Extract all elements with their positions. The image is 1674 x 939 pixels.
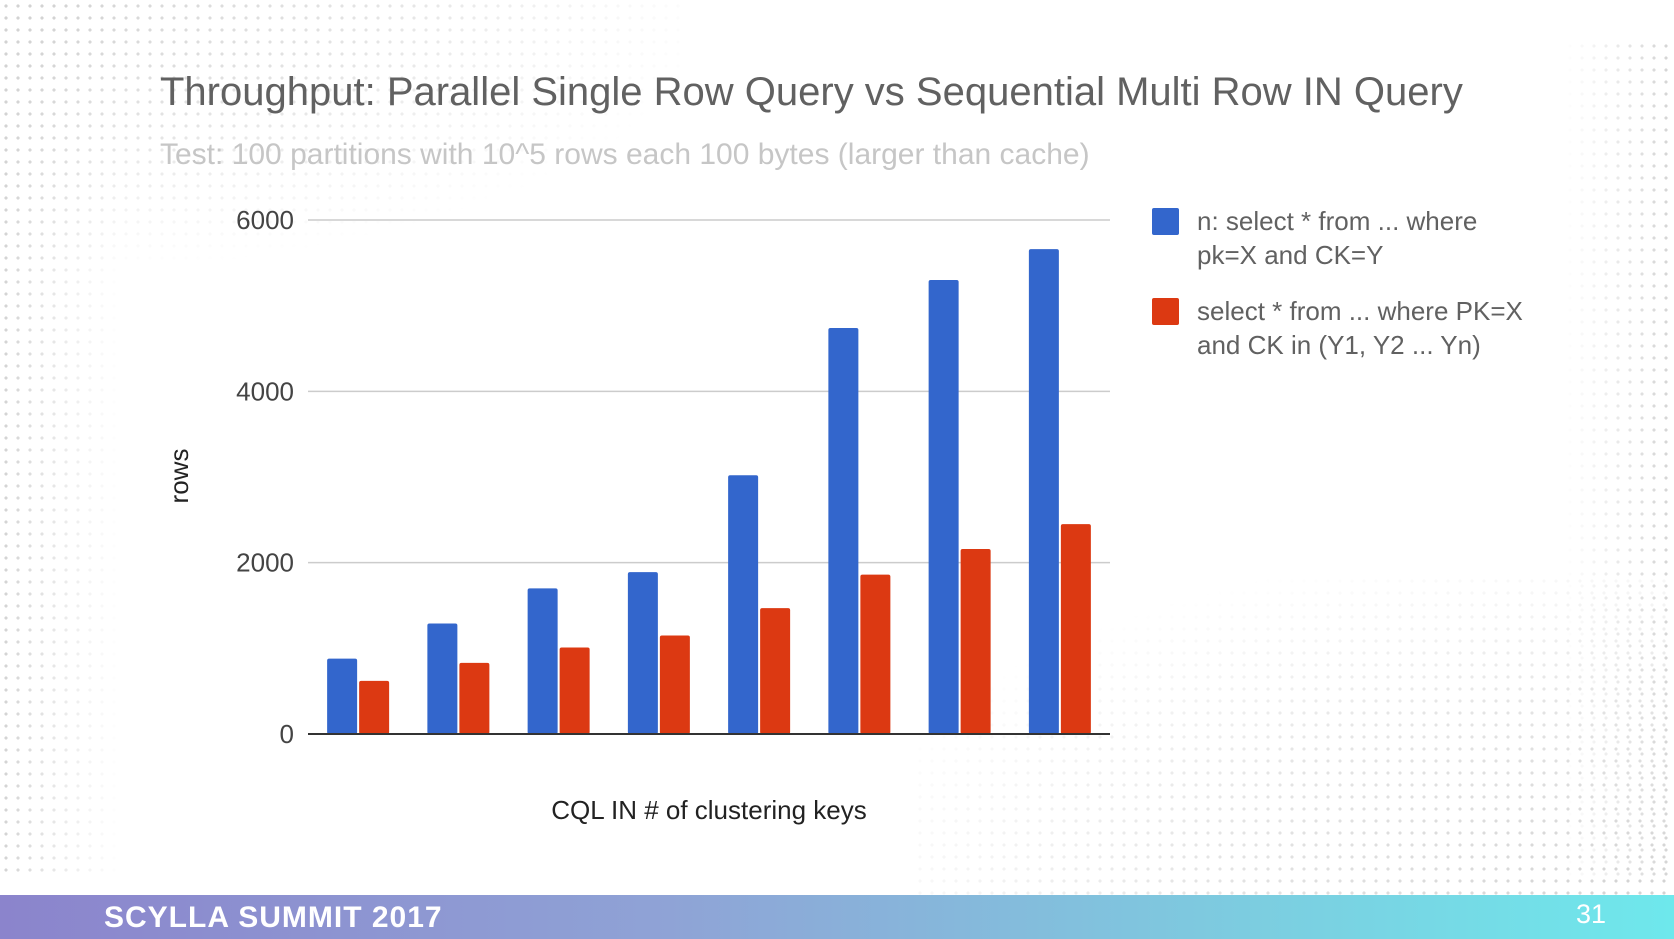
bar-series-1-3 xyxy=(527,588,558,734)
y-tick-label: 0 xyxy=(280,719,294,749)
legend-swatch-series-1 xyxy=(1152,208,1179,235)
bar-series-1-2 xyxy=(427,623,458,734)
bar-series-2-2 xyxy=(459,662,490,734)
bar-series-1-7 xyxy=(928,279,959,734)
y-tick-label: 2000 xyxy=(236,548,294,578)
bar-series-2-5 xyxy=(760,608,791,734)
bar-series-2-3 xyxy=(559,647,590,734)
legend-item-series-2: select * from ... where PK=X and CK in (… xyxy=(1152,294,1532,362)
chart-legend: n: select * from ... where pk=X and CK=Y… xyxy=(1152,204,1532,384)
x-axis-label: CQL IN # of clustering keys xyxy=(551,795,867,825)
page-number: 31 xyxy=(1575,899,1606,929)
chart-subtitle: Test: 100 partitions with 10^5 rows each… xyxy=(160,138,1090,171)
bar-series-2-4 xyxy=(659,635,690,734)
y-axis-label: rows xyxy=(164,449,194,504)
y-tick-label: 6000 xyxy=(236,205,294,235)
legend-label-series-2: select * from ... where PK=X and CK in (… xyxy=(1197,296,1523,360)
bar-chart: 0 2000 4000 6000 CQL IN # of clustering key… xyxy=(164,205,1110,825)
y-tick-label: 4000 xyxy=(236,376,294,406)
bar-series-1-8 xyxy=(1028,249,1059,735)
footer-bar: SCYLLA SUMMIT 2017 31 xyxy=(0,895,1674,939)
legend-item-series-1: n: select * from ... where pk=X and CK=Y xyxy=(1152,204,1532,272)
bar-series-2-8 xyxy=(1060,524,1091,734)
gridlines xyxy=(308,219,1110,564)
bar-series-1-1 xyxy=(327,658,358,734)
legend-label-series-1: n: select * from ... where pk=X and CK=Y xyxy=(1197,206,1478,270)
footer-brand: SCYLLA SUMMIT 2017 xyxy=(104,901,443,934)
bar-series-2-6 xyxy=(860,574,891,734)
bar-series-1-4 xyxy=(627,572,658,734)
bar-series-2-7 xyxy=(960,548,991,734)
bar-series-2-1 xyxy=(359,680,390,734)
bars xyxy=(327,249,1091,735)
bar-series-1-5 xyxy=(728,475,759,734)
y-axis-ticks: 0 2000 4000 6000 xyxy=(236,205,294,749)
legend-swatch-series-2 xyxy=(1152,298,1179,325)
chart-title: Throughput: Parallel Single Row Query vs… xyxy=(160,70,1463,114)
bar-series-1-6 xyxy=(828,327,859,734)
